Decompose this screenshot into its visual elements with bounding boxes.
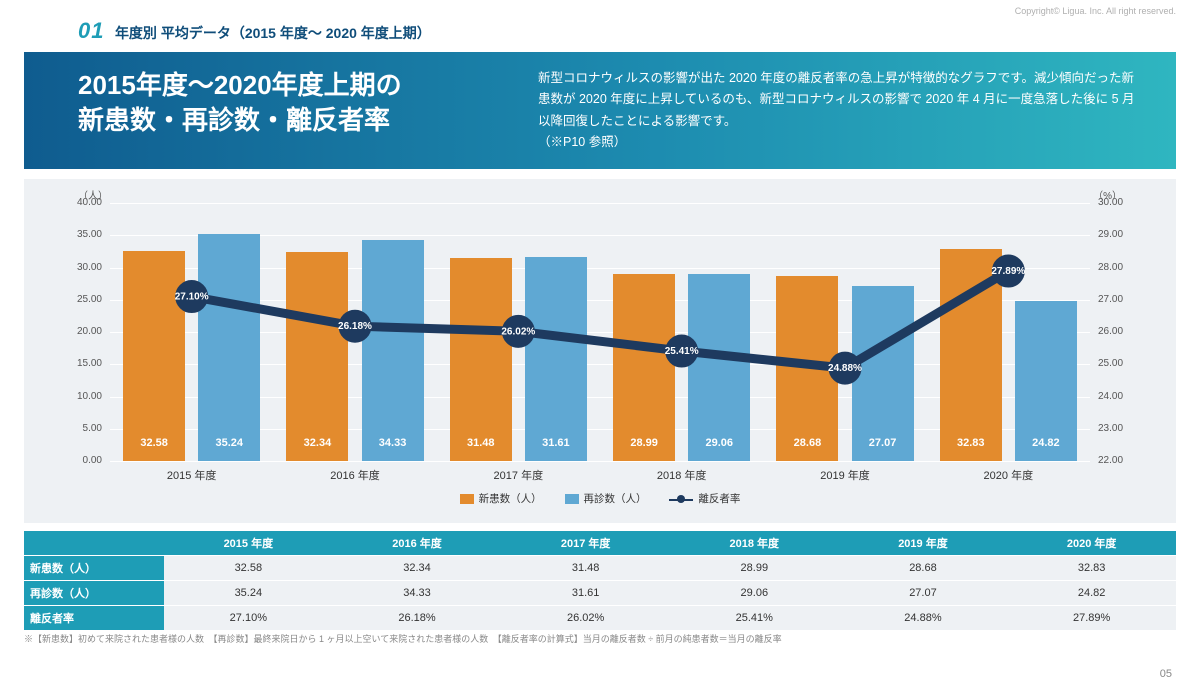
- legend-bar2-label: 再診数（人）: [584, 491, 647, 506]
- table-header: [24, 531, 164, 556]
- combo-chart: （人） （%） 0.005.0010.0015.0020.0025.0030.0…: [32, 187, 1168, 487]
- table-cell: 24.82: [1007, 581, 1176, 606]
- hero-banner: 2015年度～2020年度上期の 新患数・再診数・離反者率 新型コロナウィルスの…: [24, 52, 1176, 169]
- table-header: 2016 年度: [333, 531, 502, 556]
- legend-bar1: 新患数（人）: [460, 491, 542, 506]
- table-cell: 26.02%: [501, 606, 670, 631]
- hero-title-line1: 2015年度～2020年度上期の: [78, 68, 508, 103]
- table-cell: 26.18%: [333, 606, 502, 631]
- svg-text:27.89%: 27.89%: [991, 266, 1025, 277]
- table-row-header: 離反者率: [24, 606, 164, 631]
- chart-container: （人） （%） 0.005.0010.0015.0020.0025.0030.0…: [24, 179, 1176, 523]
- section-title: 年度別 平均データ（2015 年度～ 2020 年度上期）: [115, 25, 431, 41]
- table-header: 2020 年度: [1007, 531, 1176, 556]
- hero-title-line2: 新患数・再診数・離反者率: [78, 103, 508, 138]
- category-label: 2017 年度: [437, 461, 600, 483]
- category-label: 2015 年度: [110, 461, 273, 483]
- svg-text:25.41%: 25.41%: [665, 346, 699, 357]
- hero-title: 2015年度～2020年度上期の 新患数・再診数・離反者率: [78, 68, 508, 138]
- category-label: 2018 年度: [600, 461, 763, 483]
- data-table: 2015 年度2016 年度2017 年度2018 年度2019 年度2020 …: [24, 531, 1176, 630]
- table-cell: 32.58: [164, 556, 333, 581]
- svg-text:26.02%: 26.02%: [501, 326, 535, 337]
- svg-text:24.88%: 24.88%: [828, 363, 862, 374]
- section-number: 01: [78, 18, 104, 44]
- category-label: 2020 年度: [927, 461, 1090, 483]
- table-cell: 32.83: [1007, 556, 1176, 581]
- legend-line: 離反者率: [669, 491, 740, 506]
- table-cell: 34.33: [333, 581, 502, 606]
- table-cell: 28.68: [839, 556, 1008, 581]
- slide: Copyright© Ligua. Inc. All right reserve…: [0, 0, 1200, 686]
- table-header: 2017 年度: [501, 531, 670, 556]
- svg-text:26.18%: 26.18%: [338, 321, 372, 332]
- copyright: Copyright© Ligua. Inc. All right reserve…: [1015, 6, 1176, 16]
- page-number: 05: [1160, 668, 1172, 680]
- table-cell: 27.07: [839, 581, 1008, 606]
- table-cell: 32.34: [333, 556, 502, 581]
- table-header: 2018 年度: [670, 531, 839, 556]
- table-cell: 28.99: [670, 556, 839, 581]
- category-label: 2019 年度: [763, 461, 926, 483]
- plot-area: 0.005.0010.0015.0020.0025.0030.0035.0040…: [110, 203, 1090, 461]
- table-cell: 31.48: [501, 556, 670, 581]
- legend-line-label: 離反者率: [698, 491, 740, 506]
- table-cell: 25.41%: [670, 606, 839, 631]
- table-cell: 35.24: [164, 581, 333, 606]
- hero-description: 新型コロナウィルスの影響が出た 2020 年度の離反者率の急上昇が特徴的なグラフ…: [538, 68, 1144, 153]
- table-cell: 29.06: [670, 581, 839, 606]
- svg-text:27.10%: 27.10%: [175, 292, 209, 303]
- table-row-header: 新患数（人）: [24, 556, 164, 581]
- table-row-header: 再診数（人）: [24, 581, 164, 606]
- table-cell: 27.89%: [1007, 606, 1176, 631]
- table-cell: 31.61: [501, 581, 670, 606]
- table-cell: 27.10%: [164, 606, 333, 631]
- legend-bar1-label: 新患数（人）: [479, 491, 542, 506]
- category-label: 2016 年度: [273, 461, 436, 483]
- table-cell: 24.88%: [839, 606, 1008, 631]
- footnote: ※【新患数】初めて来院された患者様の人数 【再診数】最終来院日から 1 ヶ月以上…: [24, 632, 1176, 645]
- chart-legend: 新患数（人） 再診数（人） 離反者率: [32, 487, 1168, 507]
- table-header: 2015 年度: [164, 531, 333, 556]
- table-header: 2019 年度: [839, 531, 1008, 556]
- legend-bar2: 再診数（人）: [565, 491, 647, 506]
